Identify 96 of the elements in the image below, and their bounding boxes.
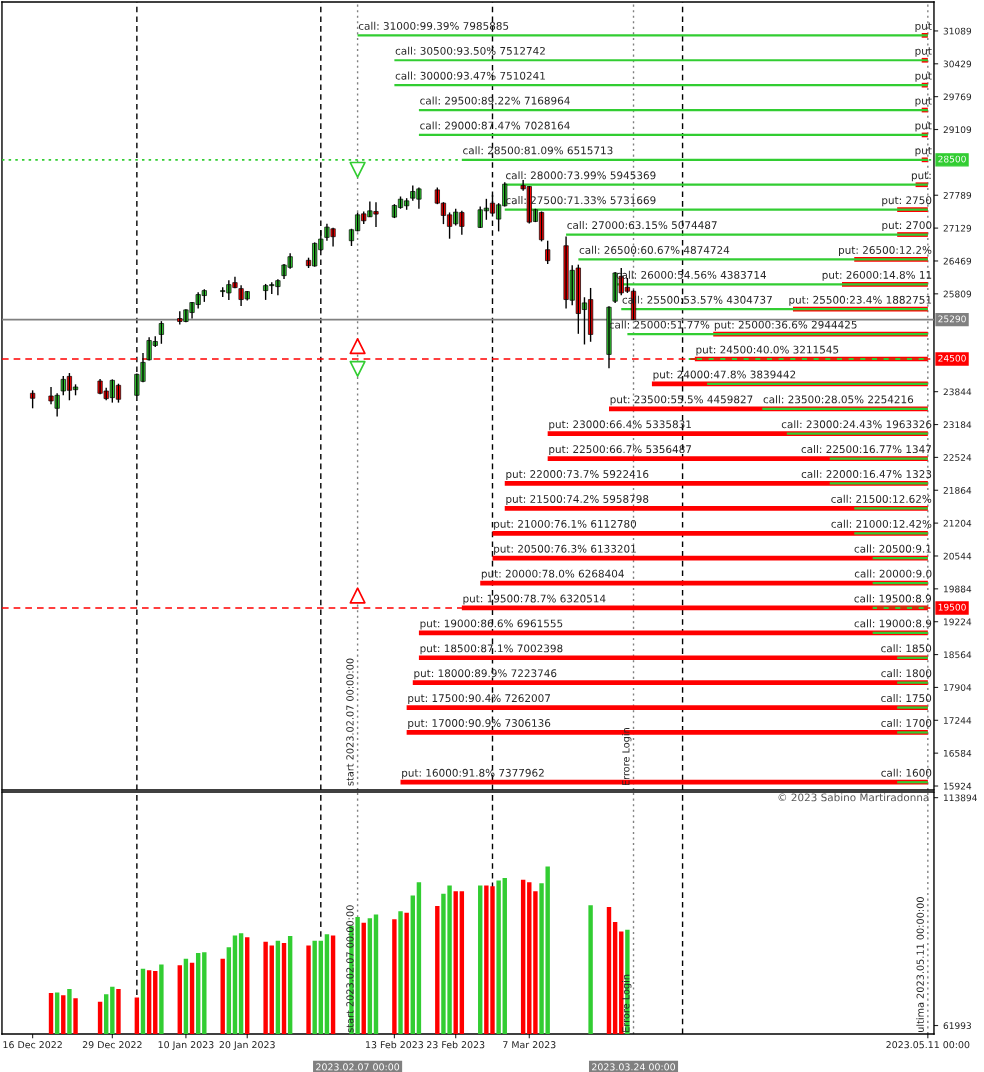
annotation: call: 23500:28.05% 2254216 xyxy=(763,395,914,404)
y-tick-label: 23184 xyxy=(943,421,972,429)
ref-line-label: 25290 xyxy=(938,315,966,323)
y-tick-label: 61993 xyxy=(943,1022,971,1030)
y-tick-label: 27129 xyxy=(943,224,972,232)
annotation: call: 1700 xyxy=(881,718,932,727)
annotation: put: 21500:74.2% 5958798 xyxy=(506,495,649,505)
annotation: call: 19500:8.9 xyxy=(854,594,932,603)
y-tick-label: 22524 xyxy=(943,454,972,461)
annotation: put: 19000:86.6% 6961555 xyxy=(420,619,563,630)
annotation: call: 29500:89.22% 7168964 xyxy=(420,96,570,105)
annotation: call: 30000:93.47% 7510241 xyxy=(395,71,545,80)
y-tick-label: 30429 xyxy=(943,60,972,68)
y-tick-label: 19224 xyxy=(943,618,972,626)
x-tick-label: 13 Feb 2023 xyxy=(366,1040,424,1049)
x-tick-label: 29 Dec 2022 xyxy=(82,1041,142,1049)
ref-line-label: Errore Login xyxy=(622,974,632,1032)
annotation: put: 23000:66.4% 5335831 xyxy=(549,420,691,431)
y-tick-label: 18564 xyxy=(943,651,972,659)
annotation: put: 20000:78.0% 6268404 xyxy=(481,569,624,580)
annotation: put: 2750 xyxy=(882,196,932,207)
annotation: © 2023 Sabino Martiradonna xyxy=(778,793,929,802)
annotation: put: 25500:23.4% 1882751 xyxy=(789,295,932,306)
annotation: call: 1750 xyxy=(881,693,932,703)
ref-line-label: 24500 xyxy=(938,354,966,362)
annotation: put xyxy=(915,121,932,132)
y-tick-label: 15924 xyxy=(943,782,972,790)
annotation: call: 20500:9.1 xyxy=(854,544,931,553)
ref-line-label: 19500 xyxy=(938,603,966,611)
annotation: call: 1800 xyxy=(881,669,932,678)
annotation: call: 1600 xyxy=(881,768,932,777)
y-tick-label: 17244 xyxy=(943,717,972,724)
annotation: call: 1850 xyxy=(881,644,932,653)
annotation: call: 23000:24.43% 1963326 xyxy=(781,420,932,429)
annotation: call: 21500:12.62% xyxy=(831,494,932,503)
y-tick-label: 31089 xyxy=(943,27,972,35)
y-tick-label: 21204 xyxy=(943,519,972,527)
annotation: put: 20500:76.3% 6133201 xyxy=(494,544,636,555)
annotation: put xyxy=(915,22,932,32)
annotation: put: 23500:55.5% 4459827 xyxy=(610,395,753,406)
y-tick-label: 23844 xyxy=(943,388,972,396)
annotation: put: xyxy=(911,171,931,182)
annotation: put xyxy=(915,97,932,107)
annotation: 2023.02.07 00:00 xyxy=(316,1063,400,1071)
y-tick-label: 21864 xyxy=(943,486,972,494)
annotation: call: 28500:81.09% 6515713 xyxy=(463,146,613,155)
annotation: call: 31000:99.39% 7985885 xyxy=(358,21,509,30)
annotation: put: 24000:47.8% 3839442 xyxy=(653,370,796,381)
annotation: put xyxy=(915,72,932,82)
annotation: call: 30500:93.50% 7512742 xyxy=(395,46,545,55)
annotation: put xyxy=(915,47,932,57)
ref-line-label: start 2023.02.07 00:00:00 xyxy=(346,658,354,786)
y-tick-label: 26469 xyxy=(943,257,972,265)
annotation: put xyxy=(915,146,932,157)
y-tick-label: 20544 xyxy=(943,552,972,560)
ref-line-label: start 2023.02.07 00:00:00 xyxy=(346,905,354,1033)
y-tick-label: 27789 xyxy=(943,191,972,199)
x-tick-label: 2023.05.11 00:00 xyxy=(886,1041,970,1049)
annotation: call: 28000:73.99% 5945369 xyxy=(506,171,656,180)
annotation: put: 17500:90.4% 7262007 xyxy=(408,694,551,705)
annotation: put: 26500:12.2% xyxy=(839,246,932,256)
y-tick-label: 29769 xyxy=(943,93,972,101)
ref-line-label: Errore Login xyxy=(622,728,632,786)
annotation: put: 17000:90.9% 7306136 xyxy=(408,719,551,729)
annotation: call: 22000:16.47% 1323 xyxy=(801,469,932,478)
annotation: call: 20000:9.0 xyxy=(854,569,932,578)
annotation: put: 26000:14.8% 11 xyxy=(822,270,932,281)
y-tick-label: 16584 xyxy=(943,749,972,757)
annotation: put: 18000:89.9% 7223746 xyxy=(414,669,557,680)
x-tick-label: 20 Jan 2023 xyxy=(219,1041,275,1051)
annotation: put: 24500:40.0% 3211545 xyxy=(696,345,839,356)
y-tick-label: 19884 xyxy=(943,585,972,593)
annotation: put: 25000:36.6% 2944425 xyxy=(714,320,857,331)
x-tick-label: 16 Dec 2022 xyxy=(3,1041,62,1049)
annotation: put: 22500:66.7% 5356487 xyxy=(549,445,692,456)
y-tick-label: 29109 xyxy=(943,126,972,134)
annotation: put: 18500:87.1% 7002398 xyxy=(420,644,563,655)
annotation: call: 19000:8.9 xyxy=(854,619,932,628)
annotation: put: 19500:78.7% 6320514 xyxy=(463,594,606,605)
annotation: put: 22000:73.7% 5922416 xyxy=(506,470,649,481)
y-tick-label: 113894 xyxy=(943,794,977,802)
y-tick-label: 17904 xyxy=(943,684,972,691)
ref-line-label: 28500 xyxy=(938,155,966,163)
y-tick-label: 25809 xyxy=(943,290,972,298)
annotation: put: 21000:76.1% 6112780 xyxy=(494,519,637,530)
x-tick-label: 10 Jan 2023 xyxy=(158,1041,214,1051)
x-tick-label: 23 Feb 2023 xyxy=(427,1040,485,1049)
annotation: put: 16000:91.8% 7377962 xyxy=(402,768,544,779)
x-tick-label: 7 Mar 2023 xyxy=(503,1041,556,1049)
annotation: call: 21000:12.42% xyxy=(831,519,932,528)
annotation: call: 27000:63.15% 5074487 xyxy=(567,220,717,230)
annotation: put: 2700 xyxy=(882,221,932,232)
ref-line-label: ultima 2023.05.11 00:00:00 xyxy=(916,897,924,1032)
annotation: call: 26500:60.67% 4874724 xyxy=(579,245,730,254)
annotation: call: 22500:16.77% 1347 xyxy=(801,445,931,454)
annotation: 2023.03.24 00:00 xyxy=(592,1063,676,1071)
